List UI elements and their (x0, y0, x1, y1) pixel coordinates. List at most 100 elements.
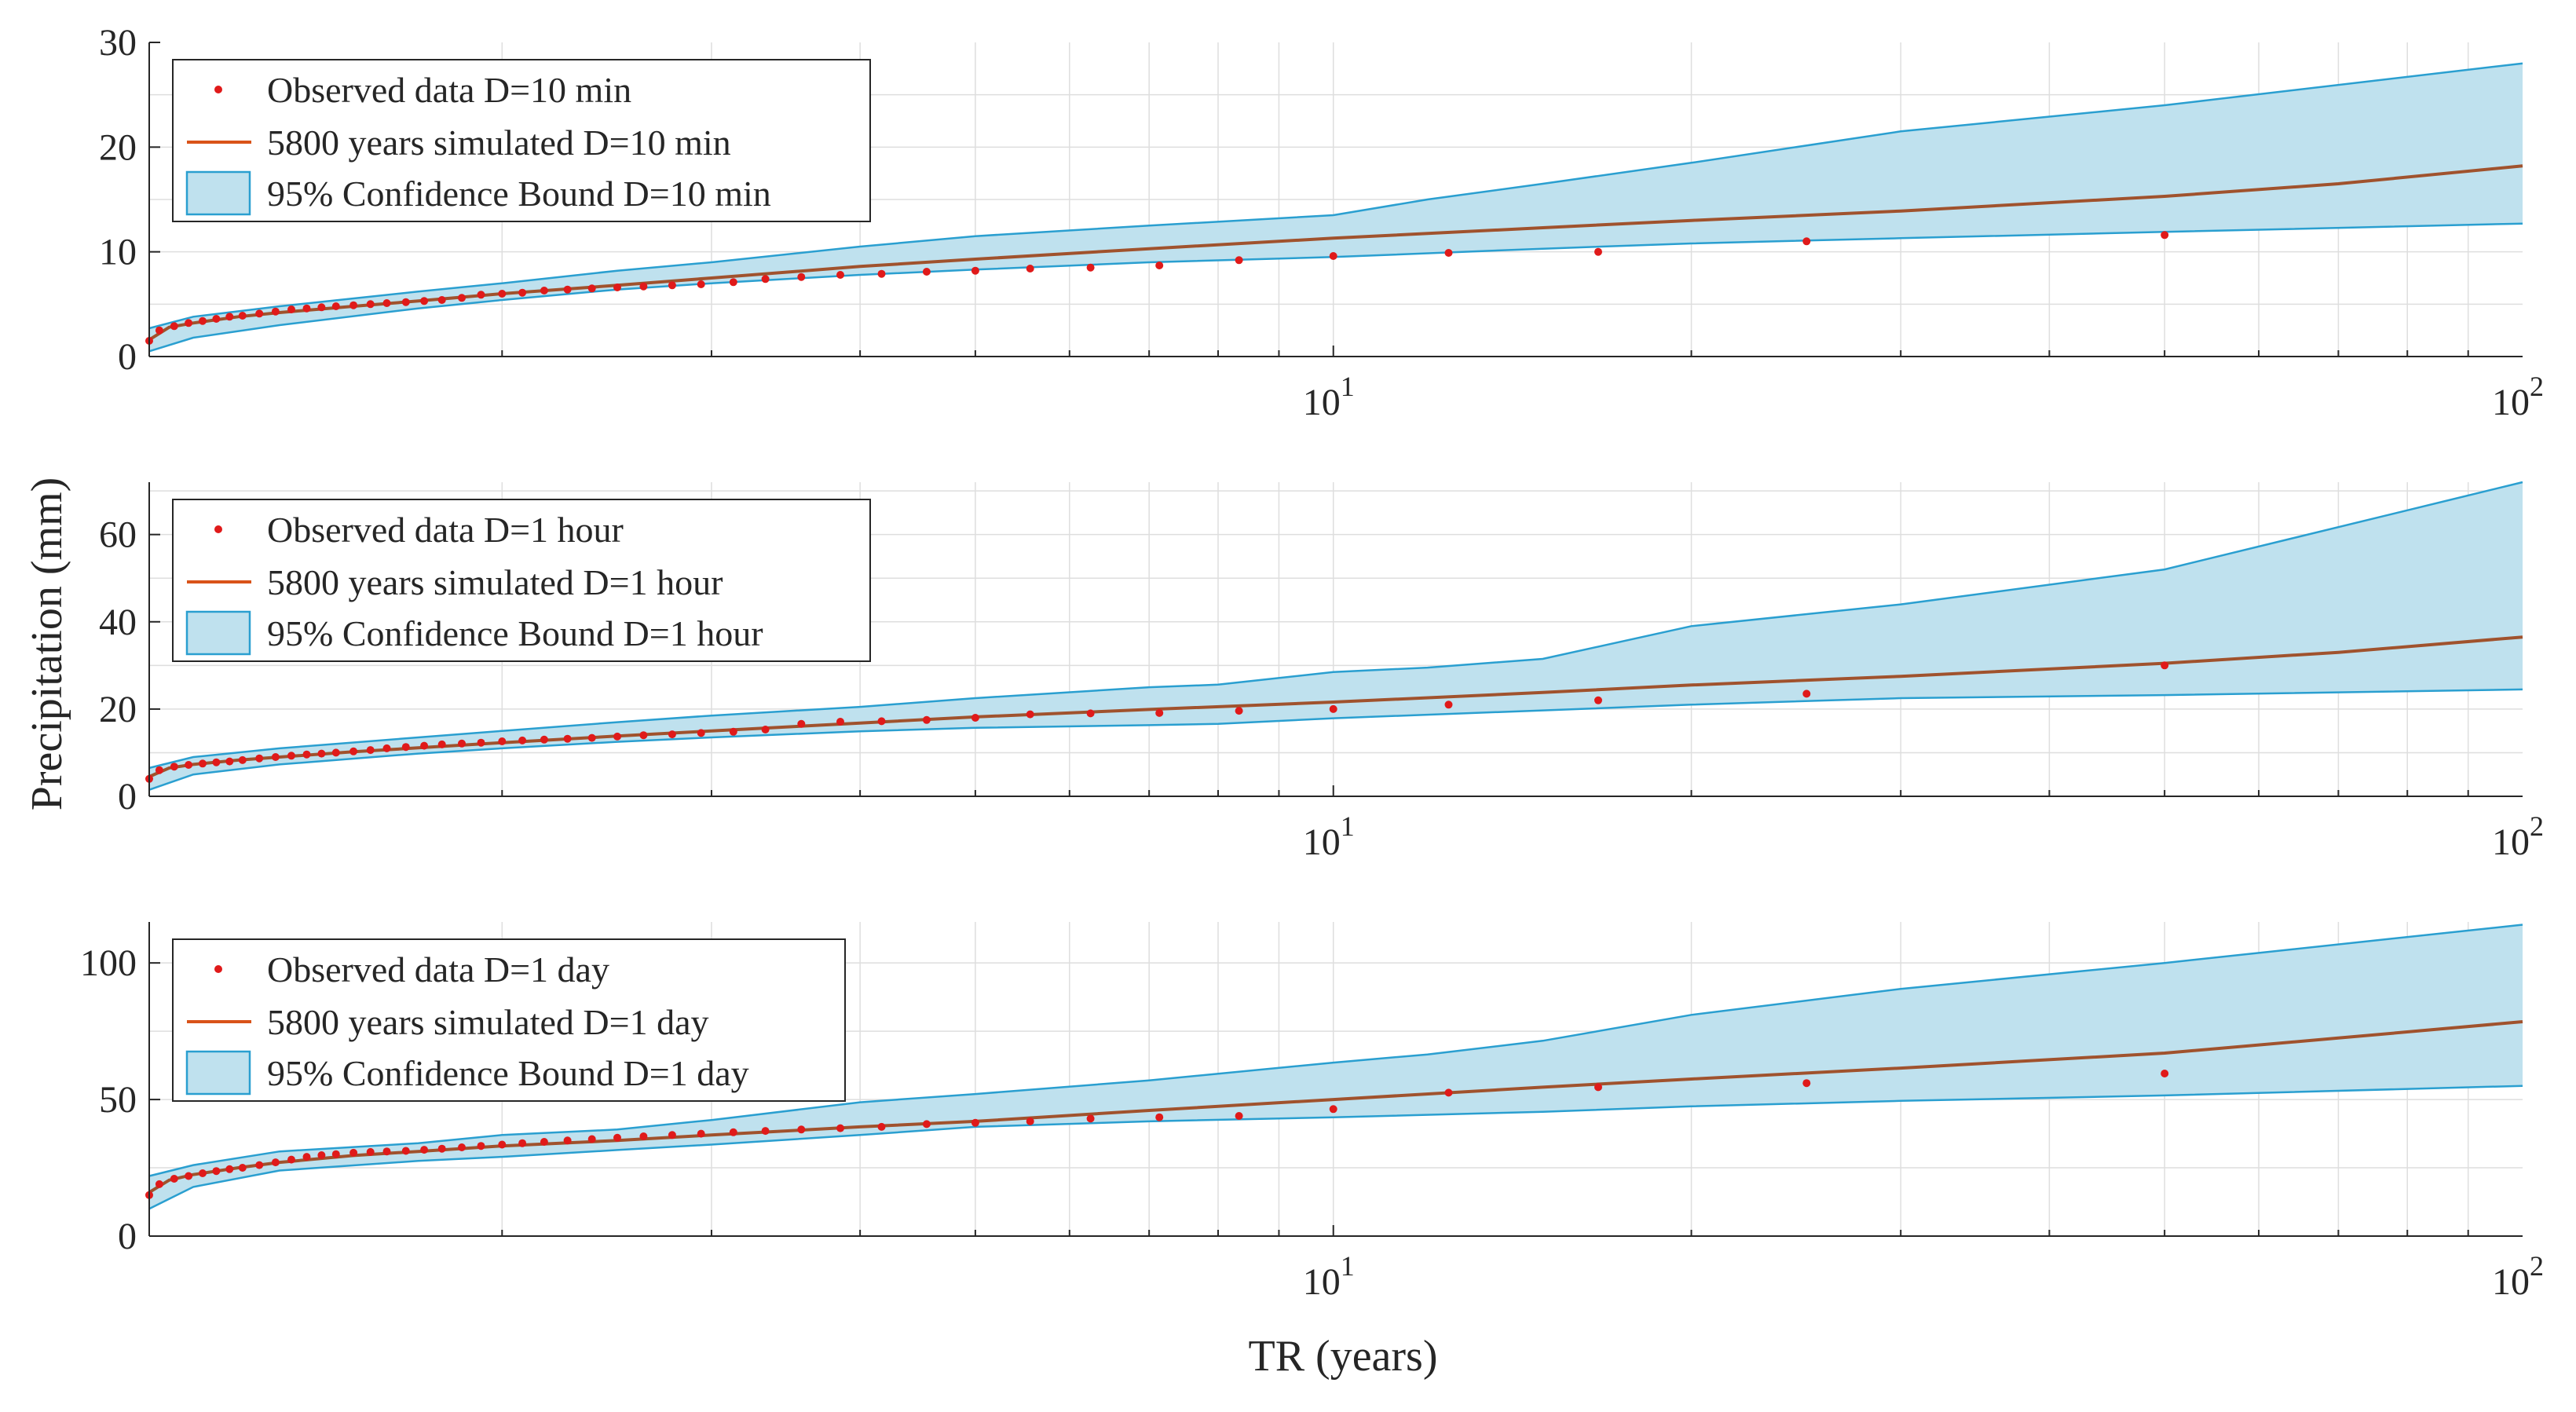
x-tick-exponent: 1 (1341, 810, 1355, 842)
observed-point (287, 1155, 295, 1164)
legend-entry-label: 95% Confidence Bound D=10 min (267, 174, 771, 214)
observed-point (170, 763, 178, 771)
observed-point (922, 268, 931, 276)
legend-entry-label: Observed data D=1 day (267, 949, 609, 989)
x-tick-exponent: 1 (1341, 1250, 1355, 1282)
observed-point (1026, 1117, 1034, 1125)
observed-point (331, 1150, 340, 1158)
confidence-band (149, 924, 2523, 1209)
legend-box (172, 59, 871, 222)
observed-point (238, 1164, 247, 1172)
observed-point (1329, 704, 1337, 713)
observed-point (1086, 1114, 1095, 1123)
observed-point (1444, 249, 1453, 257)
confidence-upper-line (148, 62, 2523, 330)
observed-point (185, 761, 193, 769)
observed-point (366, 746, 375, 755)
observed-point (1594, 247, 1602, 256)
observed-point (540, 735, 548, 744)
legend-marker-observed (214, 86, 222, 93)
observed-point (271, 753, 280, 761)
observed-point (458, 1143, 466, 1151)
x-tick-exponent: 2 (2530, 1250, 2544, 1282)
observed-point (185, 319, 193, 327)
observed-point (563, 734, 572, 743)
observed-point (1155, 1113, 1164, 1121)
observed-point (437, 740, 446, 748)
observed-point (877, 269, 886, 278)
observed-point (1802, 1079, 1811, 1088)
observed-point (971, 266, 979, 275)
x-tick-exponent: 1 (1341, 371, 1355, 402)
observed-point (729, 1128, 737, 1136)
observed-point (877, 717, 886, 726)
y-tick-label: 10 (99, 232, 137, 273)
legend-entry-label: Observed data D=1 hour (267, 510, 624, 550)
observed-point (317, 749, 326, 758)
observed-point (1235, 1112, 1243, 1120)
y-tick-label: 20 (99, 126, 137, 168)
observed-points (145, 661, 2169, 783)
observed-point (271, 307, 280, 316)
observed-point (382, 1147, 391, 1156)
observed-point (540, 287, 548, 294)
observed-point (302, 304, 311, 313)
observed-point (587, 284, 596, 293)
observed-point (185, 1172, 193, 1180)
observed-point (1594, 696, 1602, 704)
observed-point (302, 1153, 311, 1161)
observed-point (477, 738, 485, 747)
observed-point (1026, 710, 1034, 719)
observed-point (1594, 1083, 1602, 1092)
observed-point (2161, 1070, 2169, 1077)
observed-point (1444, 701, 1453, 709)
observed-point (458, 294, 466, 302)
observed-point (639, 731, 648, 740)
confidence-lower-line (148, 1085, 2523, 1210)
legend-marker-band (185, 610, 251, 656)
observed-point (922, 715, 931, 724)
observed-point (349, 747, 358, 755)
observed-point (225, 757, 234, 766)
observed-point (155, 1180, 163, 1188)
confidence-lower-line (148, 688, 2523, 791)
observed-points (145, 1070, 2169, 1199)
observed-point (225, 313, 234, 321)
legend-marker-observed (214, 965, 222, 973)
legend-entry-label: 95% Confidence Bound D=1 day (267, 1053, 749, 1093)
observed-point (302, 750, 311, 759)
observed-point (2161, 661, 2169, 670)
observed-point (382, 299, 391, 307)
observed-point (797, 273, 806, 281)
x-tick-exponent: 2 (2530, 810, 2544, 842)
legend-entry-label: Observed data D=10 min (267, 70, 631, 110)
observed-point (639, 1132, 648, 1140)
observed-point (317, 1151, 326, 1159)
legend-marker-observed (214, 525, 222, 533)
observed-point (613, 1133, 621, 1142)
observed-point (331, 302, 340, 310)
observed-point (1026, 265, 1034, 273)
observed-point (797, 1125, 806, 1134)
observed-point (420, 297, 429, 305)
observed-point (498, 1140, 507, 1149)
observed-point (587, 733, 596, 742)
observed-point (697, 280, 705, 288)
observed-point (498, 290, 507, 298)
y-tick-label: 50 (99, 1079, 137, 1121)
observed-point (170, 1175, 178, 1183)
observed-point (382, 744, 391, 752)
observed-point (199, 316, 207, 325)
y-tick-label: 60 (99, 514, 137, 556)
legend-box (172, 499, 871, 662)
legend-marker-band (185, 170, 251, 216)
observed-point (420, 1146, 429, 1154)
confidence-upper-line (148, 924, 2523, 1177)
observed-point (255, 1161, 264, 1169)
legend-marker-band (185, 1050, 251, 1096)
observed-point (155, 766, 163, 774)
legend: Observed data D=10 min 5800 years simulat… (172, 59, 871, 222)
observed-point (255, 309, 264, 318)
